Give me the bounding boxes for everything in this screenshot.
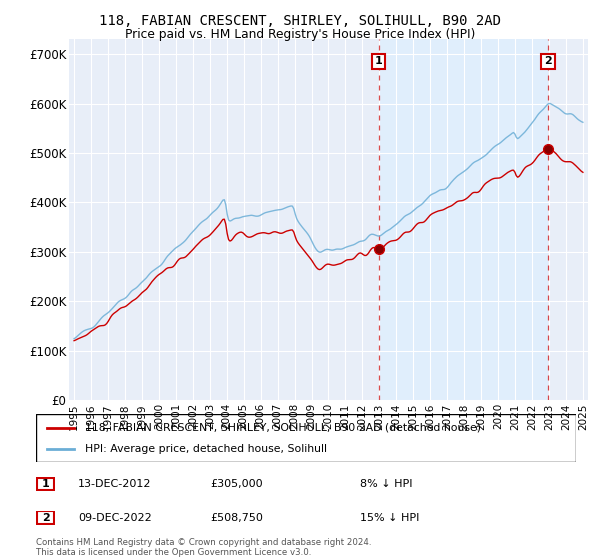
Text: 2: 2 [544,57,552,67]
Text: HPI: Average price, detached house, Solihull: HPI: Average price, detached house, Soli… [85,444,326,454]
Text: 15% ↓ HPI: 15% ↓ HPI [360,513,419,523]
Text: 09-DEC-2022: 09-DEC-2022 [78,513,152,523]
Bar [379,39,548,400]
Text: 13-DEC-2012: 13-DEC-2012 [78,479,151,489]
Text: £508,750: £508,750 [210,513,263,523]
Text: 1: 1 [42,479,49,489]
Text: Price paid vs. HM Land Registry's House Price Index (HPI): Price paid vs. HM Land Registry's House … [125,28,475,41]
Text: 118, FABIAN CRESCENT, SHIRLEY, SOLIHULL, B90 2AD: 118, FABIAN CRESCENT, SHIRLEY, SOLIHULL,… [99,14,501,28]
Text: £305,000: £305,000 [210,479,263,489]
Text: 8% ↓ HPI: 8% ↓ HPI [360,479,413,489]
Text: 2: 2 [42,513,49,522]
Text: 1: 1 [374,57,382,67]
Text: Contains HM Land Registry data © Crown copyright and database right 2024.
This d: Contains HM Land Registry data © Crown c… [36,538,371,557]
Text: 118, FABIAN CRESCENT, SHIRLEY, SOLIHULL, B90 2AD (detached house): 118, FABIAN CRESCENT, SHIRLEY, SOLIHULL,… [85,423,481,433]
